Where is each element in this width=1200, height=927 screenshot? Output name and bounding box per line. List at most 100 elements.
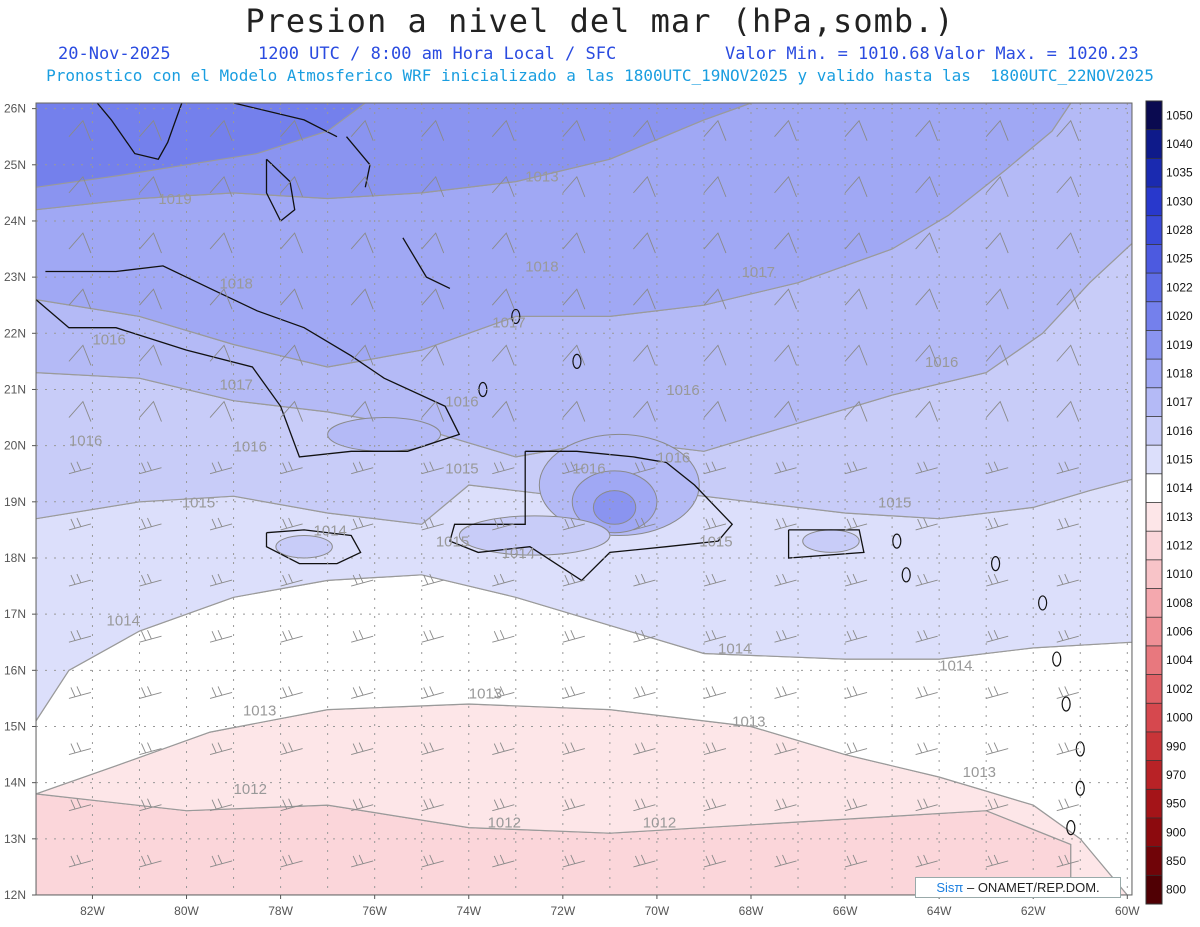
colorbar-swatch [1146, 645, 1162, 676]
contour-label-1012: 1012 [234, 781, 267, 798]
wind-barb [774, 400, 797, 422]
wind-barb [844, 461, 868, 475]
wind-barb [562, 232, 586, 254]
wind-barb [421, 630, 444, 643]
contour-label-1014: 1014 [718, 640, 751, 657]
wind-barb [703, 232, 727, 254]
lon-label-62W: 62W [1021, 904, 1046, 918]
wind-barb [1056, 288, 1080, 310]
colorbar-swatch [1146, 731, 1162, 762]
wind-barb [915, 573, 938, 587]
wind-barb [492, 517, 515, 531]
wind-barb [915, 288, 939, 310]
wind-barb [1056, 798, 1079, 812]
colorbar-swatch [1146, 359, 1162, 389]
wind-barb [492, 854, 515, 868]
wind-barb [986, 517, 1009, 531]
wind-barb [633, 176, 656, 198]
credit-box: Sisπ – ONAMET/REP.DOM. [915, 877, 1121, 898]
wind-barb [562, 742, 585, 756]
wind-barb [703, 686, 727, 699]
contour-label-1012: 1012 [488, 815, 521, 832]
wind-barb [633, 232, 656, 254]
wind-barb [562, 400, 586, 422]
wind-barb [421, 288, 445, 310]
lon-label-64W: 64W [927, 904, 952, 918]
wind-barb [139, 517, 162, 531]
contour-label-1016: 1016 [666, 382, 699, 399]
lon-label-74W: 74W [456, 904, 481, 918]
wind-barb [774, 573, 797, 587]
wind-barb [280, 232, 304, 254]
wind-barb [985, 232, 1009, 254]
wind-barb [562, 573, 585, 587]
wind-barb [1056, 686, 1079, 699]
colorbar-swatch [1146, 789, 1162, 819]
wind-barb [350, 176, 374, 198]
colorbar-swatch [1146, 473, 1162, 503]
wind-barb [703, 742, 727, 756]
wind-barb [491, 344, 515, 366]
wind-barb [633, 288, 656, 310]
wind-barb [139, 573, 162, 587]
wind-barb [703, 176, 727, 198]
wind-barb [351, 798, 374, 812]
colorbar-swatch [1146, 387, 1162, 417]
wind-barb [68, 686, 92, 699]
colorbar-swatch [1146, 330, 1162, 360]
colorbar-swatch [1146, 588, 1162, 618]
wind-barb [774, 686, 797, 699]
wind-barb [1056, 573, 1079, 587]
lon-label-78W: 78W [268, 904, 293, 918]
wind-barb [633, 686, 656, 699]
wind-barb [986, 798, 1009, 812]
wind-barb [139, 176, 162, 198]
contour-label-1014: 1014 [502, 545, 535, 562]
colorbar-swatch [1146, 846, 1162, 876]
colorbar-label-1013: 1013 [1166, 510, 1193, 524]
colorbar-swatch [1146, 875, 1162, 905]
wind-barb [351, 686, 374, 699]
lat-label-14N: 14N [4, 776, 26, 790]
wind-barb [774, 461, 797, 475]
cell-hispaniola-1018 [592, 490, 637, 525]
wind-barb [492, 630, 515, 643]
colorbar-label-1015: 1015 [1166, 452, 1193, 466]
colorbar-label-990: 990 [1166, 739, 1186, 753]
contour-label-1013: 1013 [469, 685, 502, 702]
wind-barb [491, 400, 515, 422]
map-title: Presion a nivel del mar (hPa,somb.) [245, 2, 955, 40]
wind-barb [985, 119, 1009, 141]
wind-barb [68, 573, 92, 587]
wind-barb [280, 176, 304, 198]
lat-label-24N: 24N [4, 214, 26, 228]
contour-label-1016: 1016 [925, 354, 958, 371]
wind-barb [350, 232, 374, 254]
wind-barb [280, 798, 303, 812]
lon-label-60W: 60W [1115, 904, 1140, 918]
wind-barb [985, 288, 1009, 310]
wind-barb [985, 344, 1009, 366]
colorbar-label-1010: 1010 [1166, 567, 1193, 581]
lat-label-16N: 16N [4, 663, 26, 677]
wind-barb [915, 461, 938, 475]
wind-barb [844, 742, 868, 756]
contour-label-1013: 1013 [732, 713, 765, 730]
wind-barb [421, 119, 445, 141]
island-8 [892, 533, 902, 549]
wind-barb [351, 461, 374, 475]
lat-label-18N: 18N [4, 551, 26, 565]
wind-barb [209, 119, 233, 141]
wind-barb [280, 686, 303, 699]
contour-label-1014: 1014 [107, 612, 140, 629]
wind-barb [139, 630, 162, 643]
wind-barb [844, 630, 868, 643]
lat-label-15N: 15N [4, 719, 26, 733]
wind-barb [68, 344, 92, 366]
wind-barb [562, 517, 585, 531]
wind-barb [209, 630, 233, 643]
wind-barb [351, 854, 374, 868]
credit-text: – ONAMET/REP.DOM. [963, 880, 1100, 895]
lon-label-68W: 68W [739, 904, 764, 918]
